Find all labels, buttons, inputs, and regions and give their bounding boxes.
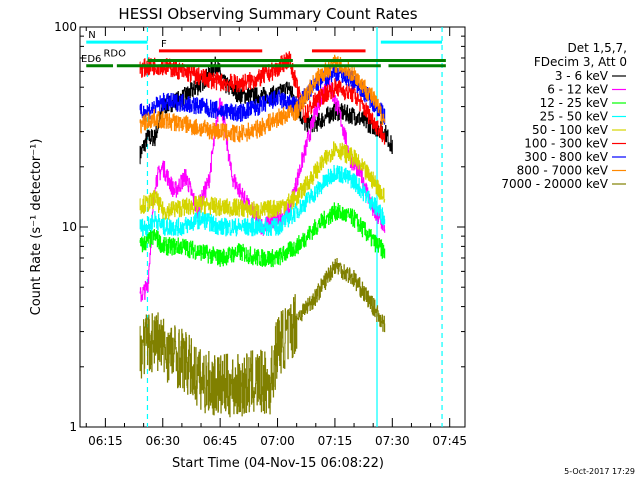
x-tick-label: 06:15 — [88, 434, 123, 448]
x-tick-label: 07:15 — [318, 434, 353, 448]
legend-entry-label: 300 - 800 keV — [524, 150, 608, 164]
footer-timestamp: 5-Oct-2017 17:29 — [564, 467, 635, 476]
legend-entry-label: 25 - 50 keV — [540, 110, 609, 124]
series-line — [139, 54, 386, 143]
x-tick-label: 06:45 — [203, 434, 238, 448]
state-bar-label: ED6 — [81, 54, 101, 65]
x-tick-label: 06:30 — [145, 434, 180, 448]
state-bar-label: RDO — [103, 48, 126, 59]
legend-header-line-2: FDecim 3, Att 0 — [534, 55, 627, 69]
series-line — [139, 202, 386, 268]
legend-header-line-1: Det 1,5,7, — [568, 41, 628, 55]
legend-entry-label: 50 - 100 keV — [532, 123, 609, 137]
legend-entry-label: 3 - 6 keV — [555, 69, 609, 83]
legend-entry-label: 800 - 7000 keV — [517, 164, 609, 178]
state-bar-label: F — [161, 39, 167, 50]
legend-entry-label: 12 - 25 keV — [540, 96, 609, 110]
series-line — [139, 51, 386, 145]
x-axis-label: Start Time (04-Nov-15 06:08:22) — [172, 456, 384, 471]
axis-ticks: 1 10 100 06:15 06:30 06:45 07:00 07:15 07:30 07:4… — [54, 20, 467, 448]
series-line — [139, 74, 386, 302]
y-tick-label: 100 — [54, 20, 77, 34]
chart-title: HESSI Observing Summary Count Rates — [118, 5, 417, 23]
state-bar-label: N — [88, 30, 95, 41]
legend-entry-label: 7000 - 20000 keV — [501, 177, 608, 191]
series-line — [139, 141, 386, 220]
y-tick-label: 10 — [62, 220, 77, 234]
x-tick-label: 07:45 — [432, 434, 467, 448]
x-tick-label: 07:30 — [375, 434, 410, 448]
series-line — [139, 258, 386, 418]
y-tick-label: 1 — [69, 420, 77, 434]
series-line — [139, 64, 386, 125]
legend-entry-label: 6 - 12 keV — [547, 83, 609, 97]
legend-entry-label: 100 - 300 keV — [524, 137, 608, 151]
x-tick-label: 07:00 — [260, 434, 295, 448]
y-axis-label: Count Rate (s⁻¹ detector⁻¹) — [29, 139, 44, 316]
series-line — [139, 165, 386, 237]
